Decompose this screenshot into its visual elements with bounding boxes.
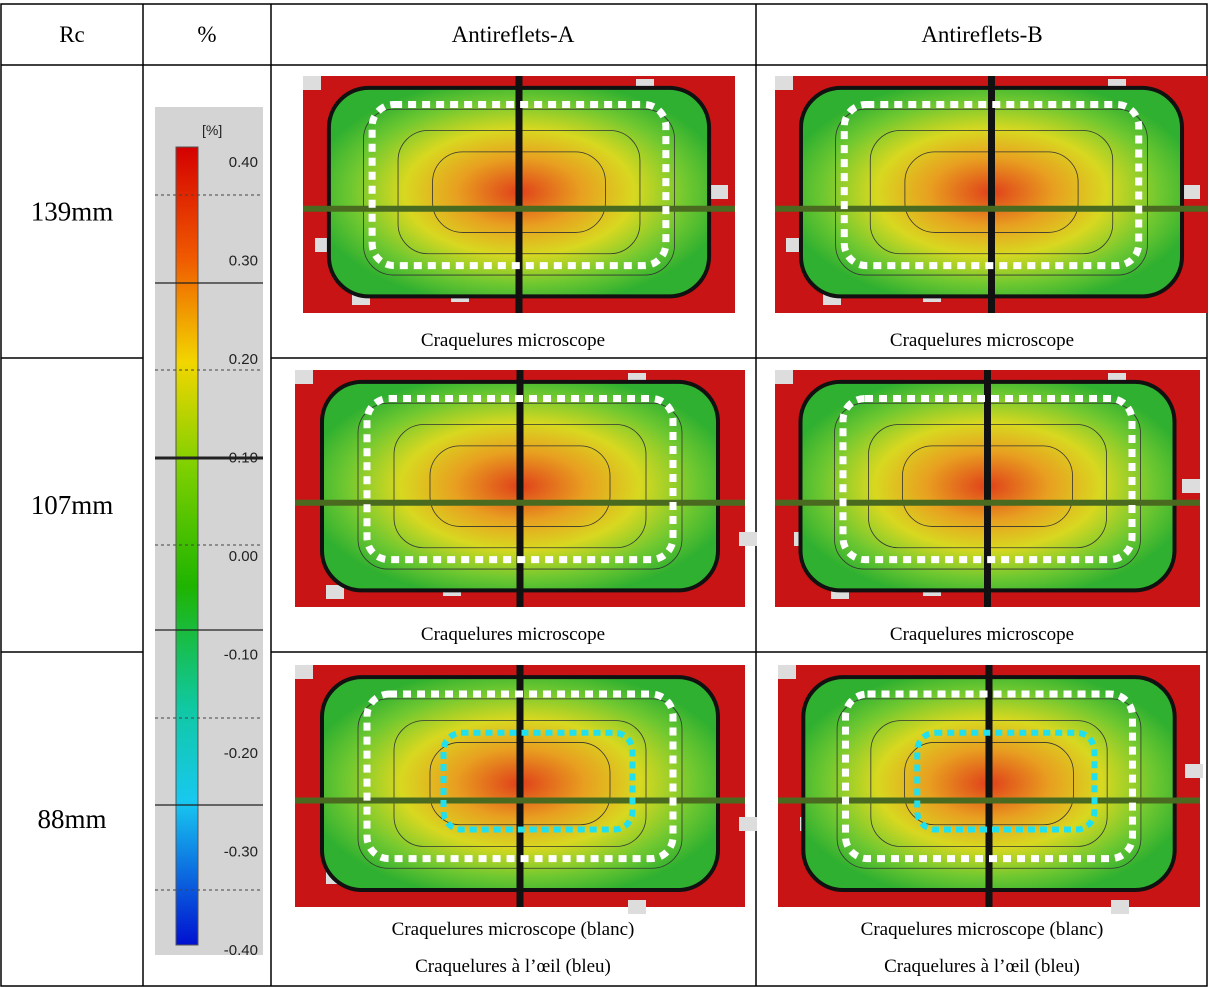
caption: Craquelures microscope	[421, 624, 605, 645]
heatmap-patch	[1185, 764, 1203, 778]
heatmap-image	[778, 665, 1203, 914]
heatmap-patch	[775, 76, 793, 90]
colorbar-label: -0.20	[224, 745, 258, 762]
heatmap-patch	[303, 76, 321, 90]
caption: Craquelures microscope (blanc)	[392, 919, 635, 940]
header-cell: Antireflets-B	[921, 22, 1042, 47]
heatmap-patch	[1182, 185, 1200, 199]
heatmap-patch	[1111, 900, 1129, 914]
caption: Craquelures à l’œil (bleu)	[884, 956, 1080, 977]
caption: Craquelures microscope (blanc)	[861, 919, 1104, 940]
header-cell: %	[197, 22, 216, 47]
heatmap-patch	[295, 370, 313, 384]
white-dotted-zone	[840, 100, 1143, 270]
caption: Craquelures microscope	[421, 330, 605, 351]
heatmap-image	[295, 370, 757, 607]
colorbar-label: 0.10	[229, 450, 258, 467]
white-dotted-zone	[363, 690, 677, 863]
white-dotted-zone	[839, 394, 1136, 564]
heatmap-image	[303, 76, 735, 313]
cyan-dotted-zone	[440, 729, 636, 833]
heatmap-patch	[1182, 479, 1200, 493]
header-cell: Antireflets-A	[452, 22, 575, 47]
heatmap-image	[775, 76, 1208, 313]
caption: Craquelures microscope	[890, 624, 1074, 645]
heatmap-patch	[295, 665, 313, 679]
heatmap-image	[295, 665, 757, 914]
heatmap-patch	[739, 817, 757, 831]
heatmap-patch	[775, 370, 793, 384]
rc-cell: 139mm	[31, 197, 114, 227]
colorbar-label: 0.00	[229, 548, 258, 565]
caption: Craquelures microscope	[890, 330, 1074, 351]
colorbar-label: 0.20	[229, 351, 258, 368]
heatmap-patch	[739, 532, 757, 546]
heatmap-patch	[710, 185, 728, 199]
colorbar-unit: [%]	[202, 122, 222, 138]
rc-cell: 88mm	[37, 804, 106, 834]
heatmap-patch	[628, 900, 646, 914]
white-dotted-zone	[363, 394, 677, 564]
colorbar-label: 0.40	[229, 154, 258, 171]
colorbar-label: -0.40	[224, 942, 258, 959]
colorbar-label: 0.30	[229, 253, 258, 270]
heatmap-patch	[778, 665, 796, 679]
heatmap-image	[775, 370, 1200, 607]
colorbar-label: -0.30	[224, 844, 258, 861]
white-dotted-zone	[368, 100, 670, 270]
heatmap-patch	[326, 585, 344, 599]
colorbar-label: -0.10	[224, 647, 258, 664]
white-dotted-zone	[842, 690, 1136, 863]
table-grid	[0, 3, 1208, 987]
colorbar: [%] 0.40 0.30 0.20 0.10 0.00 -0.10 -0.20 -0.30 -0…	[155, 107, 263, 959]
rc-cell: 107mm	[31, 490, 114, 520]
header-cell: Rc	[59, 22, 85, 47]
caption: Craquelures à l’œil (bleu)	[415, 956, 611, 977]
cyan-dotted-zone	[914, 729, 1098, 833]
